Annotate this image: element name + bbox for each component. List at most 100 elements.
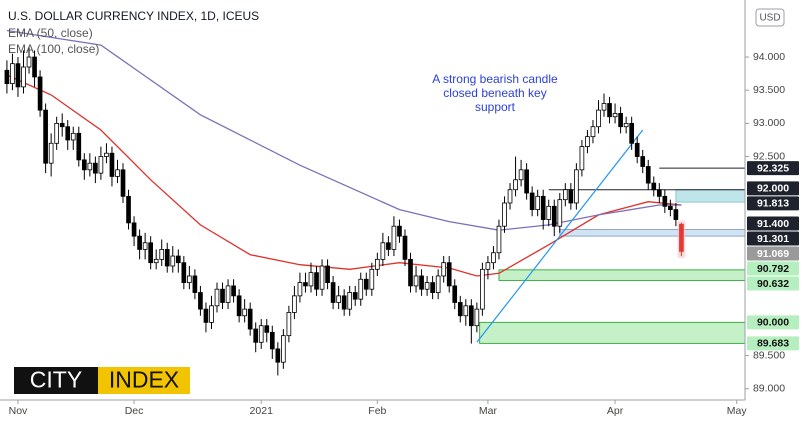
price-badge [747, 276, 799, 291]
x-tick-label: May [727, 405, 748, 417]
price-badge [747, 196, 799, 211]
candle-body [452, 285, 458, 303]
candle-body [424, 282, 430, 290]
candle-body [247, 308, 253, 330]
candle-body [352, 292, 358, 300]
brand-box [98, 367, 190, 394]
candle-body [81, 159, 87, 171]
candle-body [656, 189, 662, 197]
candle-body [590, 126, 596, 138]
y-tick-label: 89.000 [753, 383, 785, 395]
candle-body [231, 285, 236, 297]
price-badge-label: 91.813 [757, 198, 789, 210]
candle-body [164, 249, 170, 267]
candle-body [148, 242, 153, 264]
price-badge-label: 90.000 [757, 317, 789, 329]
candle-body [413, 275, 419, 287]
x-tick-label: Nov [9, 405, 28, 417]
candle-body [651, 182, 657, 191]
x-tick-label: 2021 [250, 405, 274, 417]
candle-body [474, 308, 480, 327]
candle-body [485, 262, 491, 270]
candle-body [524, 169, 529, 194]
price-badge [747, 261, 799, 276]
price-badge-label: 90.792 [757, 263, 789, 275]
candle-body [375, 258, 380, 270]
candle-body [562, 189, 568, 201]
candle-body [170, 255, 176, 267]
x-tick-label: Feb [368, 405, 386, 417]
candle-body [314, 272, 319, 290]
y-tick-label: 93.000 [753, 117, 785, 129]
zone [498, 269, 746, 281]
legend-entry: EMA (50, close) [8, 26, 93, 40]
candle-body [330, 282, 336, 303]
candle-body [214, 288, 220, 307]
chart-title: U.S. DOLLAR CURRENCY INDEX, 1D, ICEUS [8, 9, 259, 23]
y-tick-label: 92.500 [753, 150, 785, 162]
candle-body [187, 275, 192, 283]
candle-body [115, 169, 120, 177]
candle-body [480, 268, 485, 310]
candle-body [446, 262, 452, 287]
candle-body [380, 242, 386, 260]
candle-body [640, 156, 646, 167]
zone [559, 229, 746, 237]
candle-body [369, 268, 375, 290]
legend-entry: EMA (100, close) [8, 42, 99, 56]
candle-body [579, 146, 585, 171]
candle-body [546, 205, 552, 220]
candle-body [607, 103, 612, 118]
candle-body [308, 272, 314, 287]
candle-body [535, 195, 541, 211]
candle-body [336, 295, 341, 303]
ema-line [6, 29, 682, 231]
candle-body [391, 225, 397, 250]
candle-body [529, 192, 535, 211]
price-badge [747, 315, 799, 330]
candle-body [468, 305, 474, 327]
candle-body [192, 275, 198, 293]
y-tick-label: 89.500 [753, 349, 785, 361]
currency-badge [755, 8, 785, 27]
candle-body [264, 325, 270, 333]
zone [479, 321, 746, 344]
brand-text: INDEX [109, 367, 179, 393]
x-tick-label: Mar [479, 405, 498, 417]
candle-body [557, 199, 563, 227]
price-badge [747, 181, 799, 196]
plot-area [4, 29, 746, 376]
candle-body [126, 195, 131, 224]
candle-body [153, 258, 159, 264]
candle-body [341, 295, 347, 310]
currency-label: USD [759, 13, 780, 24]
candle-body [54, 122, 60, 144]
price-badge-label: 89.683 [757, 338, 789, 350]
candle-body [269, 331, 275, 350]
candle-body [242, 308, 247, 317]
candle-body [645, 166, 651, 184]
candle-body [518, 169, 524, 181]
candle-body [43, 109, 48, 164]
price-badge [747, 336, 799, 351]
candle-body [457, 302, 463, 317]
candle-body [435, 275, 441, 293]
candle-body [4, 69, 10, 84]
candle-body [513, 179, 518, 191]
candle-body [37, 76, 43, 111]
price-badge-label: 92.000 [757, 183, 789, 195]
candle-body [496, 225, 502, 254]
candle-body [281, 335, 286, 363]
candle-body [668, 205, 673, 211]
annotation: A strong bearish candle [432, 72, 558, 86]
candle-body [634, 142, 640, 157]
candle-body [623, 122, 629, 128]
candle-body [120, 169, 126, 197]
candle-body [540, 195, 546, 220]
candle-body [142, 242, 148, 250]
candle-body [286, 312, 292, 337]
candle-body [198, 292, 203, 310]
candle-body [363, 278, 369, 290]
